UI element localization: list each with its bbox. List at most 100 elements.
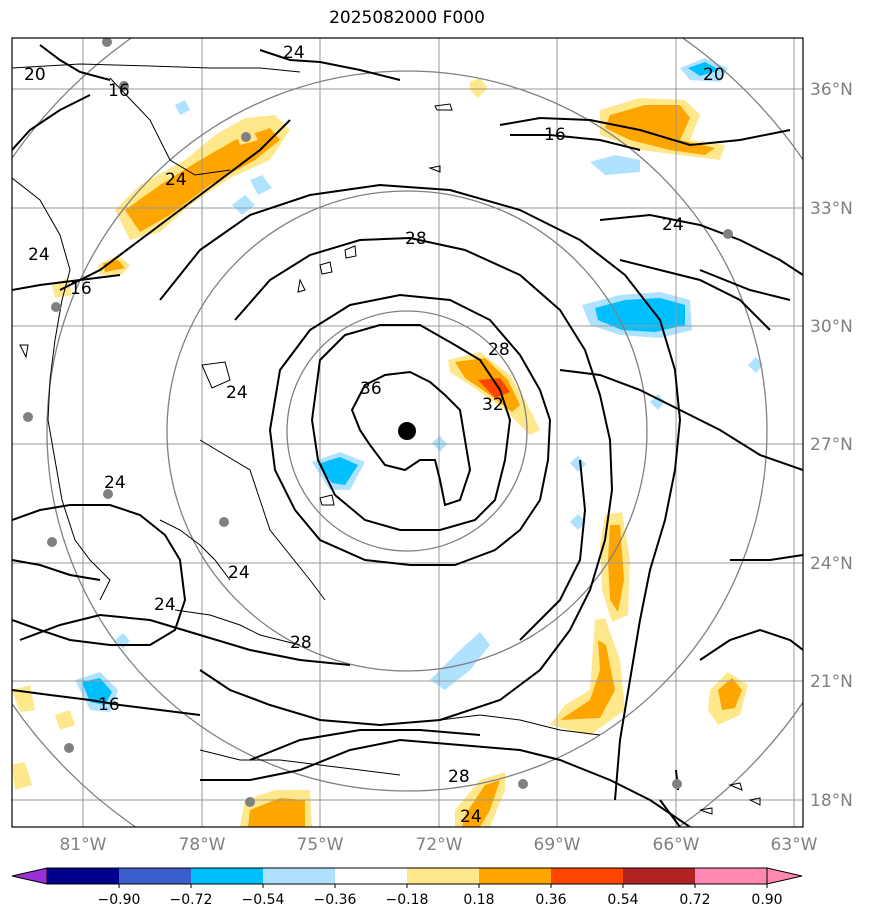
station-dot — [64, 743, 74, 753]
lon-label: 75°W — [297, 835, 344, 855]
colorbar-segment — [119, 868, 192, 884]
contour-lines — [12, 44, 803, 827]
contour-label: 24 — [283, 43, 305, 63]
colorbar-tick-label: 0.54 — [607, 892, 638, 908]
station-dot — [51, 302, 61, 312]
negative-shade — [688, 62, 720, 76]
lon-label: 69°W — [534, 835, 581, 855]
map-title: 2025082000 F000 — [329, 8, 485, 28]
contour-24c — [599, 213, 803, 276]
station-dot — [47, 537, 57, 547]
colorbar-segment — [335, 868, 408, 884]
positive-shade — [608, 525, 624, 612]
contour-label: 20 — [703, 65, 725, 85]
negative-shade — [595, 298, 685, 332]
contour-label: 24 — [165, 170, 187, 190]
contour-label: 16 — [108, 81, 130, 101]
station-dot — [241, 132, 251, 142]
station-dots — [23, 38, 733, 807]
contour-labels: 20 24 16 24 24 16 16 20 24 28 36 32 28 2… — [24, 43, 725, 827]
colorbar-tick-label: 0.36 — [535, 892, 566, 908]
longitude-labels: 81°W 78°W 75°W 72°W 69°W 66°W 63°W — [60, 835, 818, 855]
lat-label: 24°N — [810, 554, 853, 574]
contour-24a — [159, 183, 682, 801]
station-dot — [518, 779, 528, 789]
contour-label: 24 — [228, 563, 250, 583]
negative-shade — [232, 195, 255, 215]
contour-label: 16 — [70, 279, 92, 299]
negative-shade — [748, 357, 763, 373]
negative-shade — [430, 632, 490, 690]
positive-shade — [462, 780, 500, 827]
contour-label: 24 — [460, 807, 482, 827]
station-dot — [245, 797, 255, 807]
contour-label: 36 — [360, 379, 382, 399]
contour-label: 24 — [226, 383, 248, 403]
positive-shade — [12, 762, 32, 790]
colorbar-segment — [479, 868, 552, 884]
contour-28a — [268, 293, 552, 566]
contour-label: 28 — [405, 229, 427, 249]
colorbar-segment — [407, 868, 480, 884]
lat-label: 33°N — [810, 199, 853, 219]
station-dot — [723, 229, 733, 239]
colorbar-extend-left — [11, 867, 48, 885]
colorbar: −0.90 −0.72 −0.54 −0.36 −0.18 0.18 0.36 0.54 0.7… — [11, 867, 803, 908]
negative-shade — [650, 394, 665, 410]
negative-shade — [590, 155, 640, 175]
colorbar-tick-label: 0.90 — [751, 892, 782, 908]
colorbar-segment — [191, 868, 264, 884]
lon-label: 66°W — [653, 835, 700, 855]
coastlines — [12, 63, 761, 815]
contour-32 — [310, 324, 512, 531]
colorbar-ticks: −0.90 −0.72 −0.54 −0.36 −0.18 0.18 0.36 0.54 0.7… — [98, 884, 783, 908]
colorbar-tick-label: 0.18 — [463, 892, 494, 908]
contour-label: 24 — [662, 215, 684, 235]
colorbar-segment — [695, 868, 768, 884]
positive-shade — [470, 78, 488, 98]
storm-center-marker — [398, 422, 416, 440]
map-frame — [11, 37, 804, 828]
latitude-labels: 36°N 33°N 30°N 27°N 24°N 21°N 18°N — [810, 80, 853, 811]
lat-label: 18°N — [810, 791, 853, 811]
negative-shade — [570, 456, 586, 472]
contour-label: 24 — [28, 245, 50, 265]
contour-label: 20 — [24, 65, 46, 85]
gridlines — [12, 38, 803, 827]
colorbar-tick-label: −0.54 — [242, 892, 285, 908]
negative-shade — [175, 100, 190, 115]
contour-outer-ring — [200, 738, 691, 827]
colorbar-tick-label: −0.90 — [98, 892, 141, 908]
contour-16b — [12, 689, 201, 716]
shaded-fields — [12, 58, 763, 827]
colorbar-tick-label: −0.72 — [170, 892, 213, 908]
contour-label: 28 — [488, 340, 510, 360]
negative-shade — [318, 457, 358, 485]
colorbar-segment — [623, 868, 696, 884]
lon-label: 81°W — [60, 835, 107, 855]
contour-16c — [510, 134, 641, 151]
colorbar-segments — [47, 868, 768, 884]
lon-label: 78°W — [179, 835, 226, 855]
station-dot — [219, 517, 229, 527]
positive-shade — [605, 105, 715, 155]
lon-label: 63°W — [771, 835, 818, 855]
station-dot — [672, 779, 682, 789]
contour-16a — [59, 119, 291, 291]
contour-label: 24 — [104, 473, 126, 493]
contour-label: 16 — [98, 695, 120, 715]
positive-shade — [248, 798, 305, 827]
colorbar-tick-label: −0.18 — [386, 892, 429, 908]
lat-label: 27°N — [810, 435, 853, 455]
lat-label: 30°N — [810, 317, 853, 337]
colorbar-tick-label: −0.36 — [314, 892, 357, 908]
positive-shade — [718, 678, 742, 710]
colorbar-segment — [263, 868, 336, 884]
negative-shade — [115, 633, 130, 649]
contour-28b — [199, 236, 614, 727]
station-dot — [102, 38, 112, 47]
negative-shade — [82, 678, 112, 705]
positive-shade — [560, 640, 615, 720]
